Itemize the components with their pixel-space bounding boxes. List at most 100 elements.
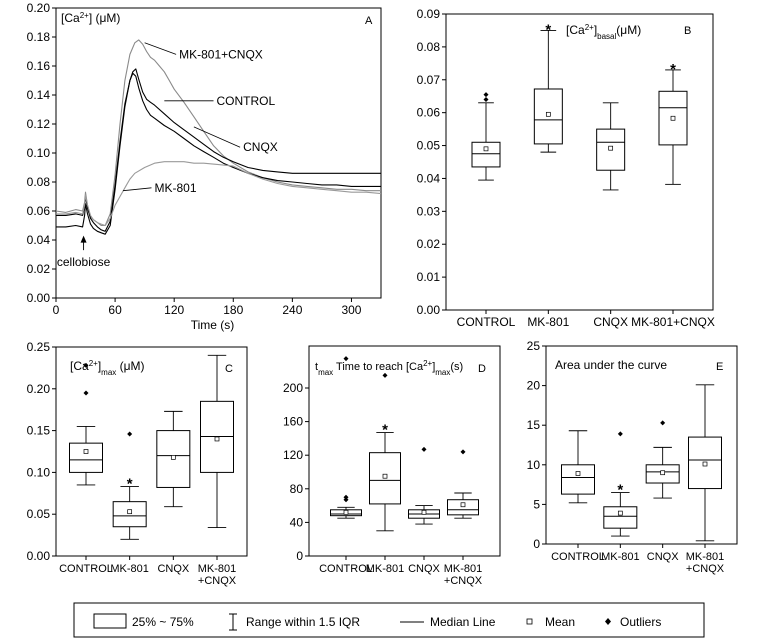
panel-a-ytick-label: 0.18	[27, 30, 51, 44]
panel-b-ytick-label: 0.09	[417, 7, 441, 21]
panel-b-category-label: MK-801+CNQX	[631, 315, 715, 329]
box-mean-marker	[83, 449, 89, 454]
panel-c-category-label: MK-801 +CNQX	[198, 563, 237, 587]
panel-e-ytick-label: 0	[533, 537, 540, 551]
panel-d-category-label: CONTROL	[319, 563, 373, 575]
legend-frame	[73, 602, 705, 638]
panel-b-ytick-label: 0.04	[417, 171, 441, 185]
panel-e-category-label: CNQX	[647, 551, 679, 563]
box-outlier-marker	[83, 390, 89, 396]
panel-d-frame	[308, 345, 501, 557]
legend-mean-label: Mean	[545, 615, 575, 629]
panel-a-ytick-label: 0.20	[27, 1, 51, 15]
panel-e-label: E	[716, 361, 723, 373]
panel-e-category-label: MK-801	[601, 551, 640, 563]
panel-d-category-label: CNQX	[408, 563, 440, 575]
legend-box-label: 25% ~ 75%	[132, 615, 194, 629]
box-mean-marker	[382, 473, 388, 479]
annotation-label: CNQX	[243, 140, 278, 154]
annotation-leader	[144, 42, 177, 55]
panel-d-ytick-label: 0	[296, 549, 303, 563]
panel-e-ytick-label: 10	[527, 458, 541, 472]
significance-asterisk: *	[545, 21, 551, 38]
cellobiose-label: cellobiose	[57, 255, 111, 269]
panel-a-ytick-label: 0.14	[27, 88, 51, 102]
series-line-mk-801	[56, 161, 382, 227]
panel-a-xtick-label: 60	[108, 303, 122, 317]
box-mean-marker	[660, 470, 666, 476]
panel-e-ytick-label: 20	[527, 379, 541, 393]
annotation-leader	[193, 126, 241, 148]
panel-c-ytick-label: 0.10	[27, 465, 51, 479]
panel-b-ytick-label: 0.08	[417, 40, 441, 54]
panel-d-ytick-label: 200	[283, 381, 303, 395]
box-outlier-marker	[421, 446, 427, 452]
box-outlier-marker	[460, 449, 466, 455]
panel-a-ytick-label: 0.04	[27, 233, 51, 247]
panel-b-ytick-label: 0.01	[417, 270, 441, 284]
panel-a-xlabel: Time (s)	[191, 318, 235, 332]
panel-a-ytick-label: 0.06	[27, 204, 51, 218]
panel-c-ytick-label: 0.20	[27, 382, 51, 396]
annotation-label: MK-801	[154, 181, 196, 195]
box-outlier-marker	[343, 356, 349, 362]
panel-a-ytick-label: 0.00	[27, 291, 51, 305]
box-iqr	[561, 464, 595, 495]
panel-c-frame	[55, 346, 248, 557]
panel-a-ytick-label: 0.12	[27, 117, 51, 131]
box-mean-marker	[460, 502, 466, 508]
significance-asterisk: *	[617, 482, 623, 499]
panel-b-box-chart: 0.00 0.01 0.02 0.03 0.04 0.05 0.06 0.07 0.08 0.09…	[417, 7, 715, 329]
panel-c-category-label: CONTROL	[59, 563, 113, 575]
box-iqr	[112, 501, 147, 528]
panel-e-frame	[545, 345, 738, 545]
box-mean-marker	[702, 461, 708, 467]
box-outlier-marker	[83, 362, 89, 368]
panel-b-label: B	[684, 25, 691, 37]
box-mean-marker	[483, 146, 489, 152]
panel-a-xtick-label: 180	[223, 303, 243, 317]
panel-a-ytick-label: 0.02	[27, 262, 51, 276]
panel-e-category-label: MK-801 +CNQX	[686, 551, 725, 575]
box-mean-marker	[670, 115, 676, 121]
panel-a-line-chart: 0.00 0.02 0.04 0.06 0.08 0.10 0.12 0.14 0.16 0.18…	[27, 1, 382, 332]
box-mean-marker	[214, 436, 220, 442]
panel-d-category-label: MK-801	[366, 563, 405, 575]
panel-a-xtick-label: 0	[53, 303, 60, 317]
box-outlier-marker	[343, 497, 349, 503]
box-mean-marker	[575, 471, 581, 476]
legend-range-label: Range within 1.5 IQR	[246, 615, 360, 629]
box-iqr	[603, 506, 638, 529]
panel-e-title: Area under the curve	[555, 358, 667, 372]
panel-d-ytick-label: 80	[290, 482, 304, 496]
box-outlier-marker	[483, 97, 489, 103]
significance-asterisk: *	[670, 61, 676, 78]
panel-a-label: A	[365, 15, 373, 27]
panel-b-ytick-label: 0.00	[417, 303, 441, 317]
panel-c-title: [Ca2+]max (μM)	[70, 359, 145, 377]
panel-c-label: C	[225, 363, 233, 375]
panel-e-ytick-label: 15	[527, 418, 541, 432]
box-iqr	[447, 499, 479, 516]
panel-e-ytick-label: 25	[527, 339, 541, 353]
panel-b-category-label: CONTROL	[457, 315, 516, 329]
panel-c-ytick-label: 0.00	[27, 549, 51, 563]
box-outlier-marker	[127, 431, 133, 437]
box-mean-marker	[545, 111, 551, 117]
box-outlier-marker	[660, 420, 666, 426]
box-mean-marker	[617, 510, 623, 516]
panel-b-ytick-label: 0.02	[417, 237, 441, 251]
panel-e-ytick-label: 5	[533, 497, 540, 511]
annotation-leader	[122, 187, 152, 192]
significance-asterisk: *	[127, 476, 133, 493]
panel-b-ytick-label: 0.05	[417, 139, 441, 153]
panel-a-xtick-label: 240	[282, 303, 302, 317]
cellobiose-arrow-head	[80, 235, 87, 243]
panel-a-xtick-label: 300	[341, 303, 361, 317]
panel-b-ytick-label: 0.06	[417, 106, 441, 120]
panel-c-ytick-label: 0.15	[27, 424, 51, 438]
